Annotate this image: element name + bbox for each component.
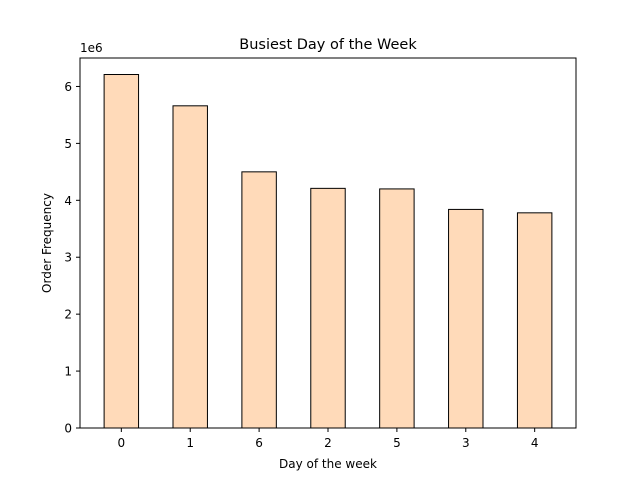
x-tick-label: 5	[393, 436, 401, 450]
y-tick-label: 0	[64, 422, 72, 436]
bar-2	[310, 187, 346, 429]
bar-1	[172, 105, 208, 429]
bar-6	[241, 171, 277, 429]
x-tick-label: 2	[324, 436, 332, 450]
x-axis-label: Day of the week	[279, 457, 377, 471]
y-axis-ticks: 0 1 2 3 4 5 6	[64, 80, 80, 436]
y-tick-label: 1	[64, 365, 72, 379]
x-tick-label: 3	[462, 436, 470, 450]
bars-group	[103, 74, 553, 429]
x-tick-label: 1	[186, 436, 194, 450]
plot-frame	[79, 57, 577, 429]
y-axis-label: Order Frequency	[40, 193, 54, 293]
x-tick-label: 4	[531, 436, 539, 450]
y-tick-label: 2	[64, 308, 72, 322]
x-tick-label: 6	[255, 436, 263, 450]
bar-3	[448, 208, 484, 429]
y-tick-label: 6	[64, 80, 72, 94]
y-tick-label: 4	[64, 194, 72, 208]
bar-4	[516, 212, 553, 429]
y-axis-offset-label: 1e6	[80, 41, 103, 55]
bar-0	[103, 74, 140, 429]
y-tick-label: 3	[64, 251, 72, 265]
y-tick-label: 5	[64, 137, 72, 151]
bar-5	[379, 188, 415, 429]
x-axis-ticks: 0 1 6 2 5 3 4	[118, 428, 539, 450]
chart-title: Busiest Day of the Week	[239, 37, 417, 53]
x-tick-label: 0	[118, 436, 126, 450]
